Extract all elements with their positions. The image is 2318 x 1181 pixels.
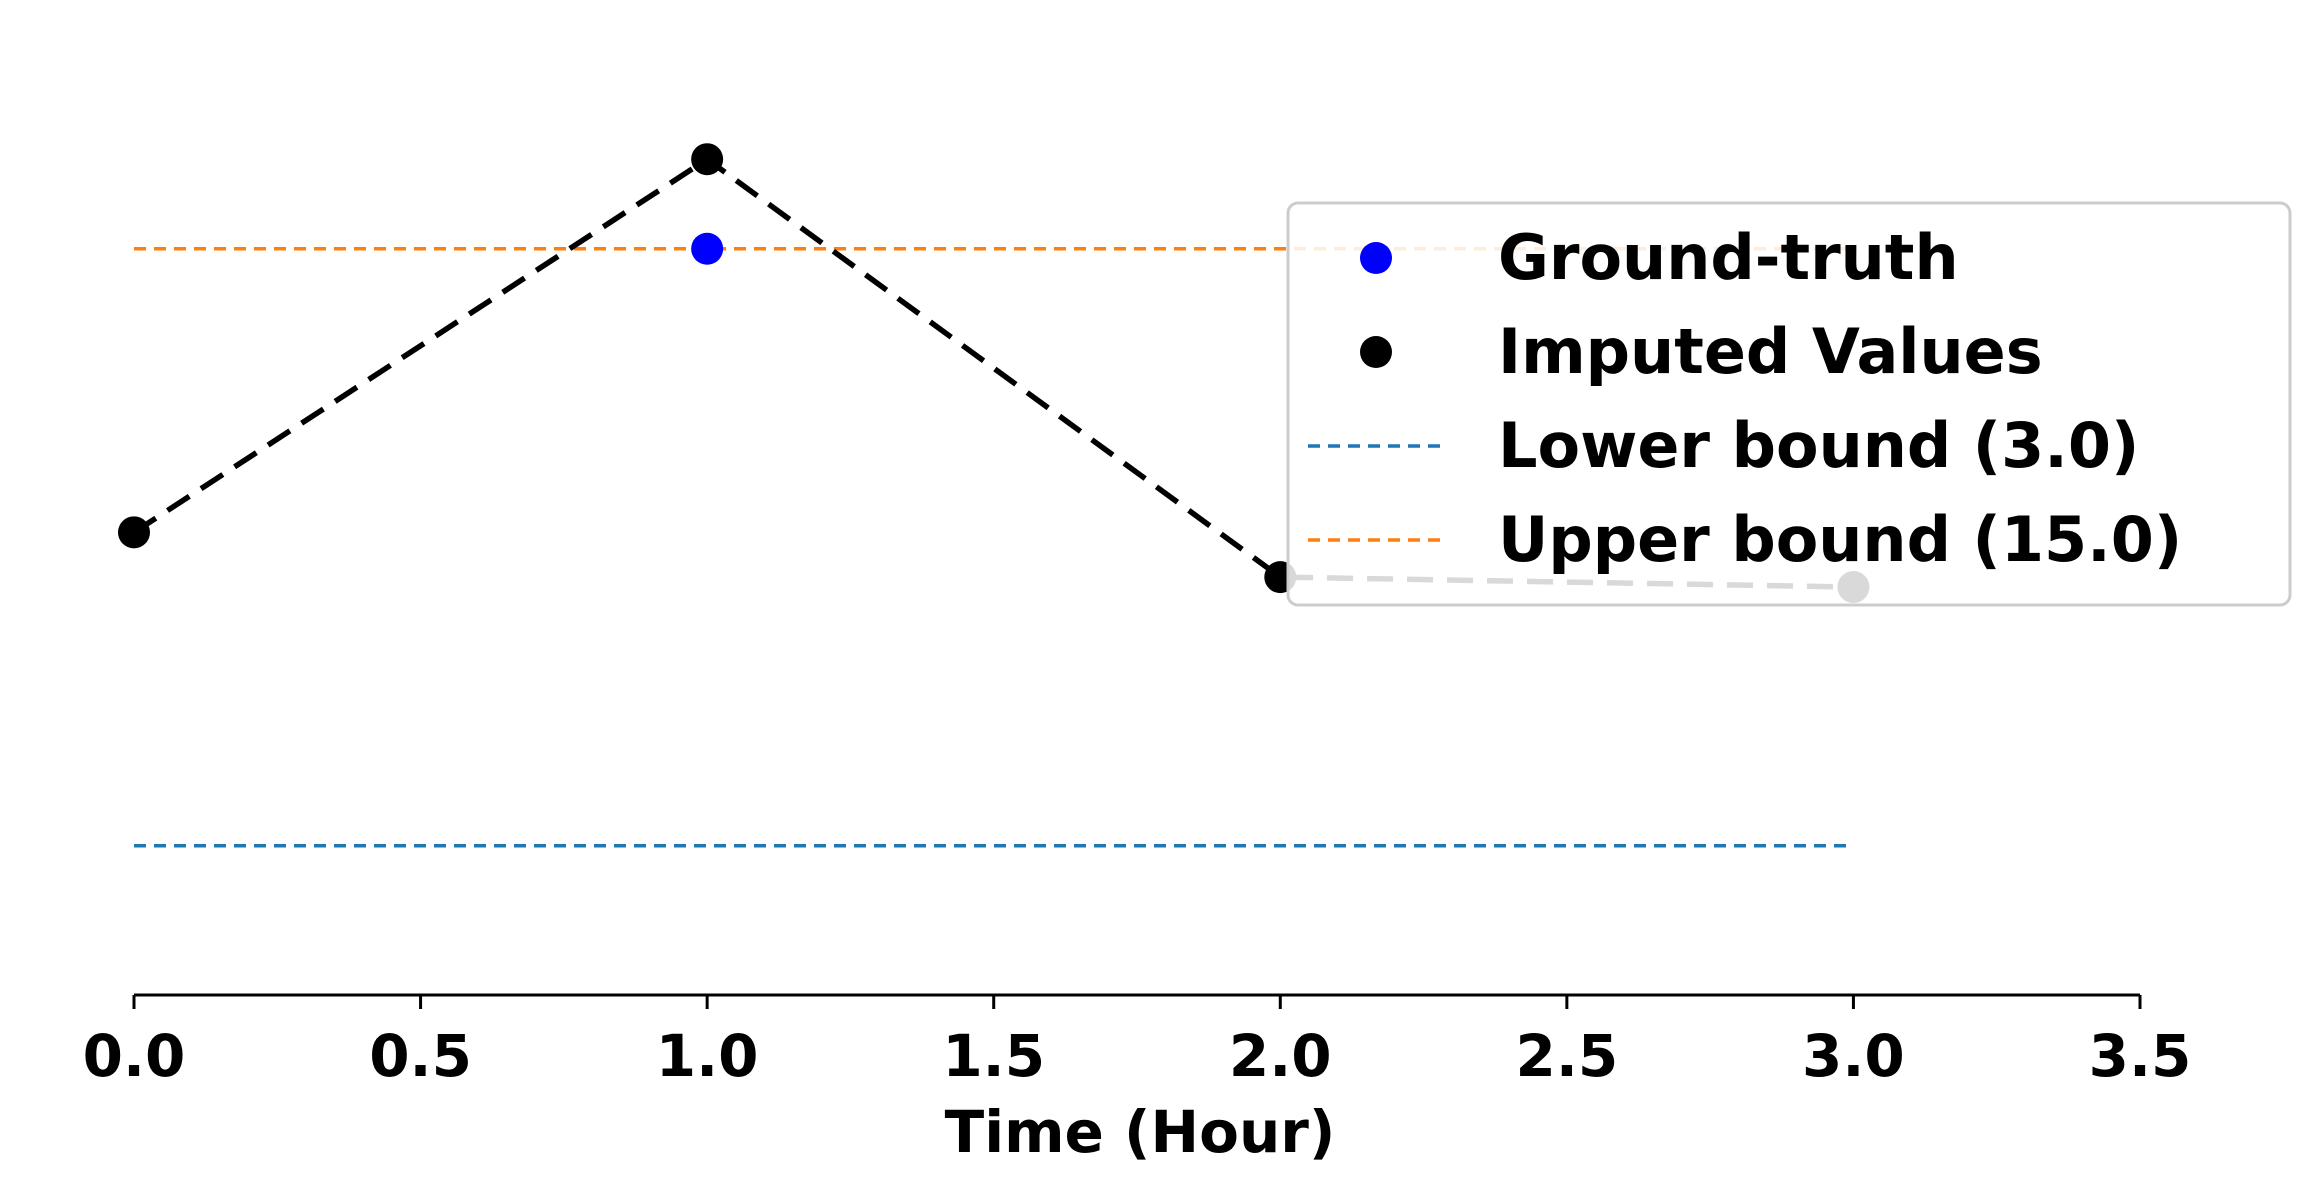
legend-label: Upper bound (15.0) xyxy=(1498,503,2182,576)
legend-box xyxy=(1286,201,2292,607)
imputed-value-point xyxy=(691,143,724,176)
plot-area xyxy=(118,143,1870,848)
legend-marker xyxy=(1360,242,1392,274)
x-tick-label: 1.0 xyxy=(656,1022,759,1090)
x-tick-label: 0.5 xyxy=(369,1022,472,1090)
ground-truth-point xyxy=(691,232,724,265)
imputed-values-line xyxy=(132,155,1854,590)
x-tick-label: 3.5 xyxy=(2089,1022,2192,1090)
x-tick-label: 1.5 xyxy=(942,1022,1045,1090)
legend-label: Ground-truth xyxy=(1498,221,1959,294)
imputed-value-point xyxy=(118,516,150,549)
x-tick-label: 3.0 xyxy=(1802,1022,1905,1090)
x-tick-label: 2.0 xyxy=(1229,1022,1332,1090)
legend-label: Imputed Values xyxy=(1498,315,2043,388)
x-tick-label: 0.0 xyxy=(83,1022,186,1090)
legend-label: Lower bound (3.0) xyxy=(1498,409,2139,482)
legend-marker xyxy=(1360,336,1392,368)
x-axis: 0.0 0.5 1.0 1.5 2.0 2.5 3.0 3.5 xyxy=(83,993,2192,1090)
x-tick-label: 2.5 xyxy=(1515,1022,1618,1090)
x-axis-label: Time (Hour) xyxy=(945,1098,1336,1166)
legend: Ground-truth Imputed Values Lower bound (3… xyxy=(1286,201,2292,607)
